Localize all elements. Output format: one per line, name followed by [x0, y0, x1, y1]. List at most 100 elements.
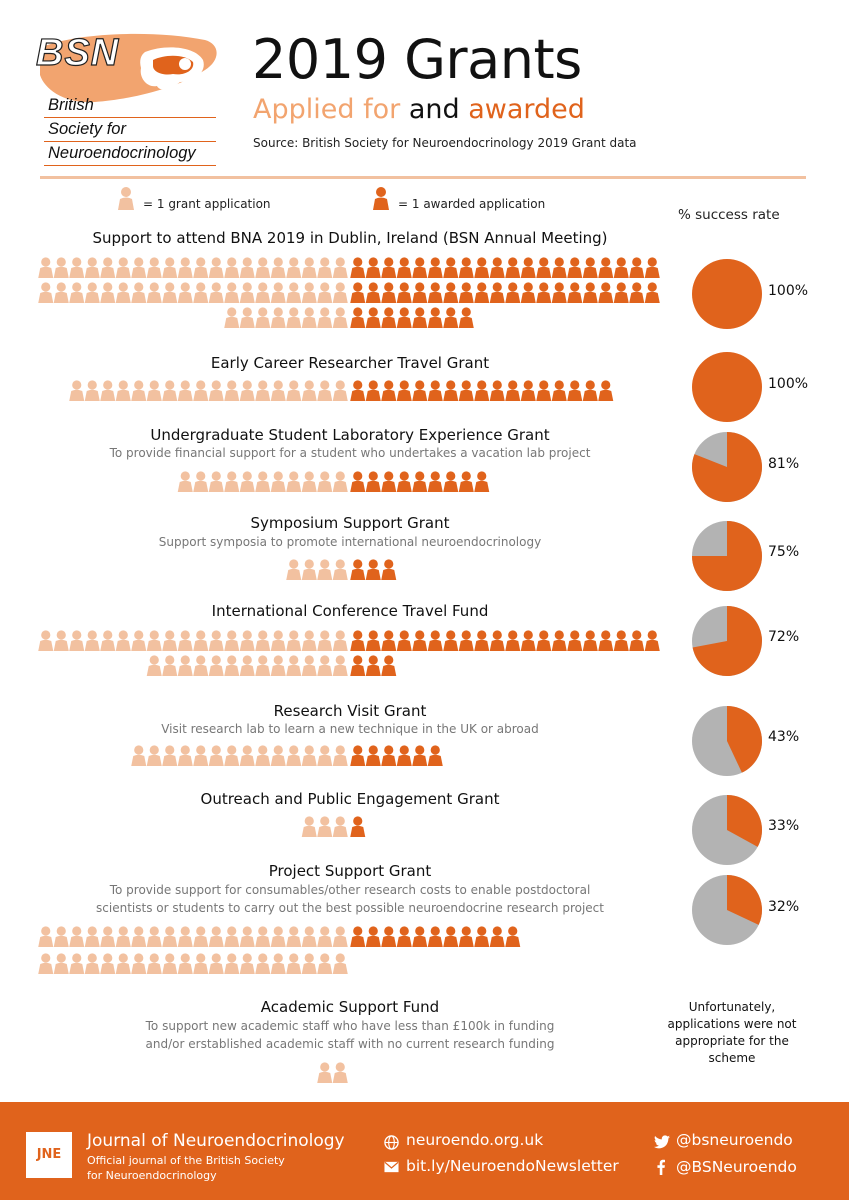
pie-group [692, 352, 762, 422]
facebook-icon [657, 1159, 665, 1175]
awarded-person-icon [489, 380, 505, 401]
applied-person-icon [208, 926, 224, 947]
applied-person-icon [177, 257, 193, 278]
applied-person-icon [131, 282, 147, 303]
journal-title: Journal of Neuroendocrinology [87, 1131, 345, 1151]
subtitle-and: and [408, 94, 460, 125]
applied-person-icon [177, 953, 193, 974]
applied-person-icon [131, 926, 147, 947]
awarded-person-icon [365, 655, 381, 676]
applied-person-icon [286, 282, 302, 303]
applied-person-icon [332, 745, 348, 766]
applied-person-icon [317, 630, 333, 651]
awarded-person-icon [412, 926, 428, 947]
applied-person-icon [270, 953, 286, 974]
applied-person-icon [239, 953, 255, 974]
applied-person-icon [239, 471, 255, 492]
grant-description: Visit research lab to learn a new techni… [161, 722, 539, 736]
logo-name-line: Society for [48, 120, 126, 138]
awarded-person-icon [427, 745, 443, 766]
success-pie [692, 706, 762, 776]
awarded-person-icon [412, 630, 428, 651]
applied-person-icon [38, 257, 54, 278]
applied-person-icon [69, 282, 85, 303]
applied-person-icon [317, 307, 333, 328]
applied-person-icon [286, 307, 302, 328]
applied-person-icon [270, 655, 286, 676]
success-pie [692, 352, 762, 422]
awarded-person-icon [365, 257, 381, 278]
awarded-person-icon [350, 380, 366, 401]
twitter-handle[interactable]: @bsneuroendo [676, 1131, 793, 1149]
applied-person-icon [193, 926, 209, 947]
pictogram-area [38, 257, 660, 1083]
pie-group [692, 432, 762, 502]
applied-person-icon [301, 471, 317, 492]
applied-person-icon [224, 630, 240, 651]
applied-person-icon [332, 926, 348, 947]
awarded-person-icon [582, 630, 598, 651]
facebook-handle[interactable]: @BSNeuroendo [676, 1158, 797, 1176]
applied-person-icon [317, 655, 333, 676]
awarded-person-icon [551, 257, 567, 278]
awarded-person-icon [613, 630, 629, 651]
applied-person-icon [193, 953, 209, 974]
applied-person-icon [332, 559, 348, 580]
success-rate-label: 75% [768, 544, 800, 560]
applied-person-icon [332, 282, 348, 303]
awarded-person-icon [381, 630, 397, 651]
applied-person-icon [239, 745, 255, 766]
awarded-person-icon [458, 307, 474, 328]
awarded-person-icon [629, 282, 645, 303]
awarded-person-icon [598, 630, 614, 651]
success-rate-label: 81% [768, 456, 800, 472]
awarded-person-icon [644, 630, 660, 651]
success-rate-label: 100% [768, 283, 809, 299]
awarded-person-icon [505, 282, 521, 303]
pie-group [692, 521, 762, 591]
awarded-person-icon [613, 282, 629, 303]
applied-person-icon [301, 380, 317, 401]
applied-person-icon [239, 380, 255, 401]
legend-applied-icon [118, 187, 134, 210]
applied-person-icon [224, 380, 240, 401]
awarded-person-icon [350, 307, 366, 328]
applied-person-icon [84, 282, 100, 303]
applied-person-icon [255, 380, 271, 401]
applied-person-icon [332, 953, 348, 974]
applied-person-icon [317, 282, 333, 303]
pie-group [692, 606, 762, 676]
applied-person-icon [177, 926, 193, 947]
success-rate-label: 33% [768, 818, 800, 834]
awarded-person-icon [443, 257, 459, 278]
applied-person-icon [69, 257, 85, 278]
awarded-person-icon [350, 745, 366, 766]
applied-person-icon [131, 380, 147, 401]
website-link[interactable]: neuroendo.org.uk [406, 1131, 544, 1149]
awarded-person-icon [443, 380, 459, 401]
applied-person-icon [239, 630, 255, 651]
awarded-person-icon [644, 257, 660, 278]
grant-title: Research Visit Grant [273, 702, 427, 720]
applied-person-icon [332, 380, 348, 401]
awarded-person-icon [350, 816, 366, 837]
applied-person-icon [301, 630, 317, 651]
awarded-person-icon [396, 380, 412, 401]
awarded-person-icon [458, 926, 474, 947]
grant-title: Outreach and Public Engagement Grant [200, 790, 500, 808]
applied-person-icon [53, 257, 69, 278]
awarded-person-icon [520, 380, 536, 401]
applied-person-icon [84, 257, 100, 278]
grant-title: Undergraduate Student Laboratory Experie… [150, 426, 550, 444]
awarded-person-icon [567, 282, 583, 303]
newsletter-link[interactable]: bit.ly/NeuroendoNewsletter [406, 1157, 619, 1175]
awarded-person-icon [505, 380, 521, 401]
applied-person-icon [239, 307, 255, 328]
applied-person-icon [255, 745, 271, 766]
applied-person-icon [239, 282, 255, 303]
awarded-person-icon [381, 926, 397, 947]
applied-person-icon [301, 953, 317, 974]
grant-description: Support symposia to promote internationa… [158, 535, 542, 549]
awarded-person-icon [505, 926, 521, 947]
applied-person-icon [193, 471, 209, 492]
